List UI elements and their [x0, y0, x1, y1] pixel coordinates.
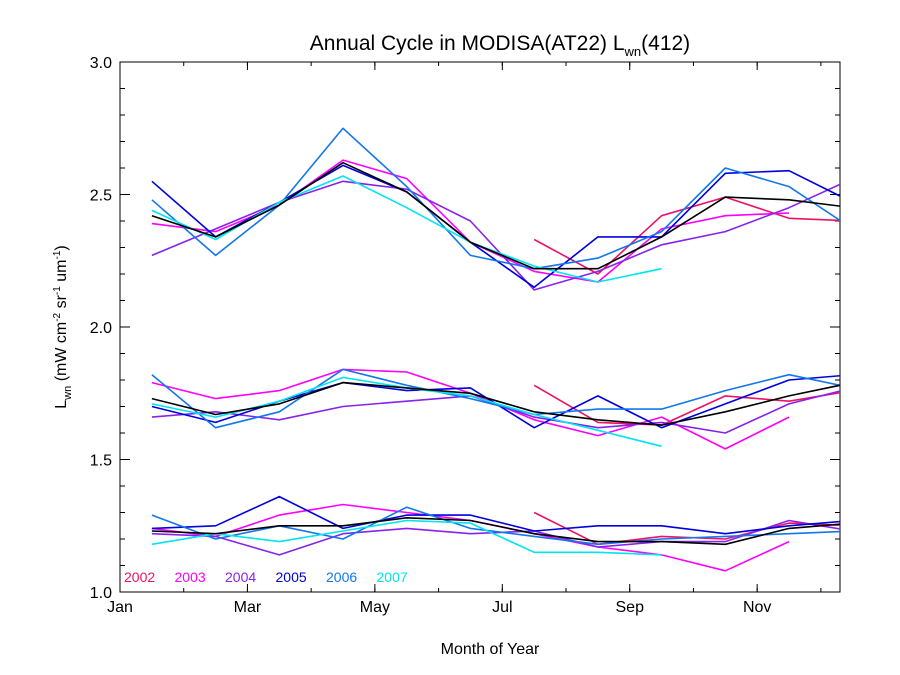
y-tick-label: 1.0: [90, 585, 112, 602]
x-tick-label: Jan: [107, 599, 133, 616]
legend-item-2007: 2007: [377, 569, 408, 585]
x-axis-label: Month of Year: [441, 641, 540, 658]
series-line-2005-band-3: [151, 495, 840, 535]
series-line-mean-band-1: [151, 161, 840, 270]
x-tick-label: Mar: [234, 599, 262, 616]
plot-frame: [119, 61, 841, 593]
y-tick-label: 2.5: [90, 188, 112, 205]
legend-item-2004: 2004: [225, 569, 256, 585]
chart-title: Annual Cycle in MODISA(AT22) Lwn(412): [310, 32, 690, 59]
x-tick-label: Jul: [492, 599, 512, 616]
series-line-2007-band-3: [151, 519, 662, 556]
y-tick-label: 1.5: [90, 453, 112, 470]
series-line-2006-band-2: [151, 368, 840, 429]
axis-ticks: Jan Mar May Jul Sep Nov 1.0 1.5 2.0 2.5 3.0: [90, 55, 840, 616]
series-line-2004-band-1: [151, 180, 840, 291]
y-tick-label: 2.0: [90, 320, 112, 337]
series-lines: [151, 127, 840, 572]
series-line-2002-band-2: [533, 384, 840, 426]
series-line-2004-band-2: [151, 390, 840, 434]
y-tick-label: 3.0: [90, 55, 112, 72]
series-line-2005-band-1: [151, 164, 840, 289]
x-tick-label: May: [360, 599, 390, 616]
series-line-mean-band-2: [151, 381, 840, 426]
series-line-2005-band-2: [151, 374, 840, 429]
series-line-2006-band-1: [151, 127, 840, 270]
x-tick-label: Sep: [616, 599, 645, 616]
legend-item-2005: 2005: [276, 569, 307, 585]
series-line-2002-band-1: [533, 196, 840, 275]
legend-item-2006: 2006: [326, 569, 357, 585]
legend-item-2002: 2002: [124, 569, 155, 585]
x-tick-label: Nov: [743, 599, 771, 616]
series-line-mean-band-3: [151, 516, 840, 546]
series-line-2006-band-3: [151, 506, 840, 546]
legend-item-2003: 2003: [175, 569, 206, 585]
y-axis-label: Lwn (mW cm-2 sr-1 um-1): [52, 245, 74, 408]
legend: 2002 2003 2004 2005 2006 2007: [124, 569, 408, 585]
